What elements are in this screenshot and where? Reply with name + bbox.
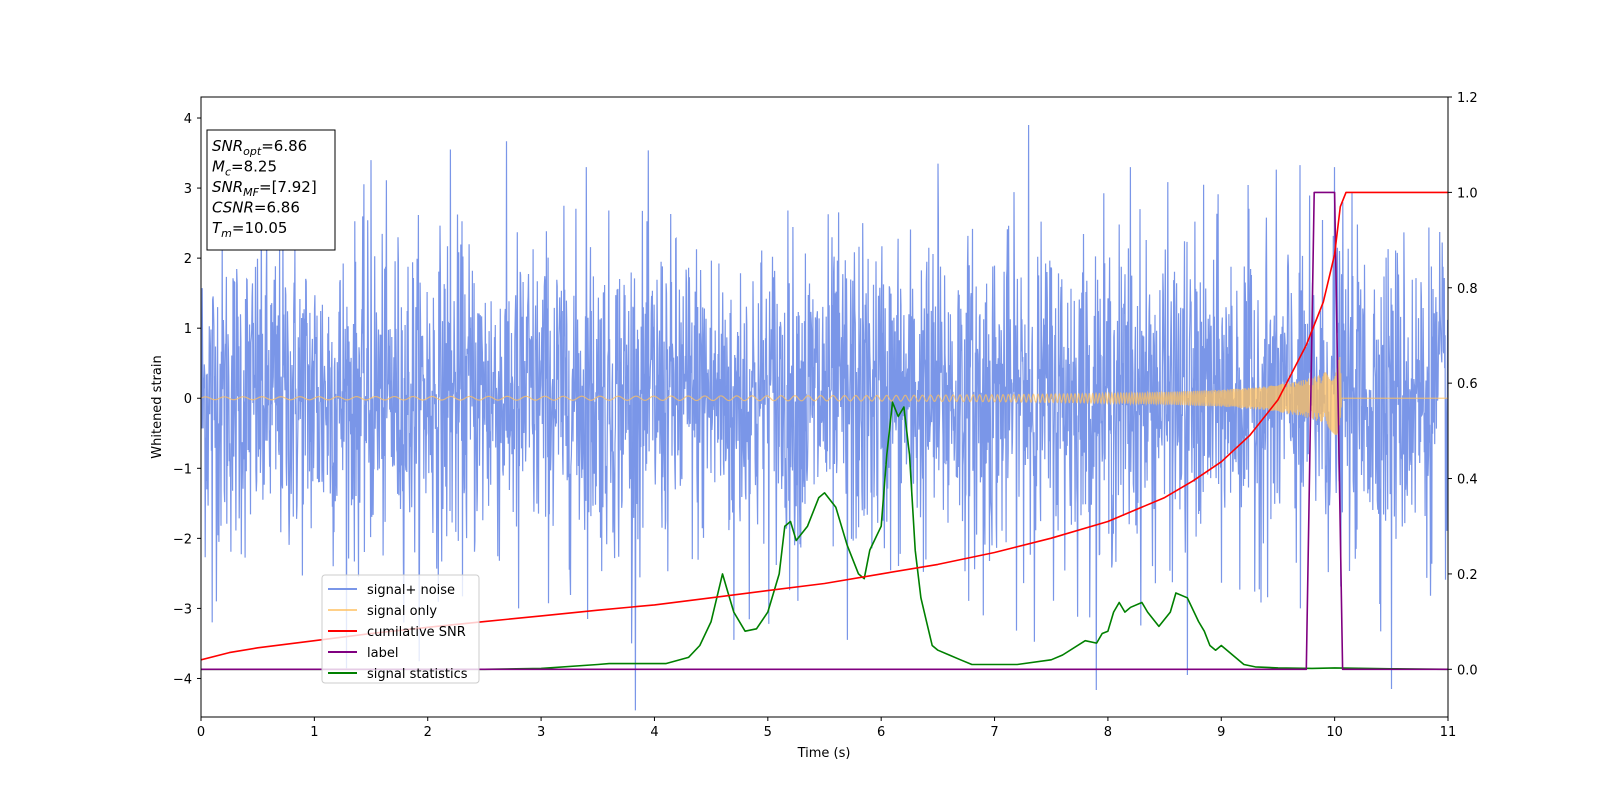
info-box-line: CSNR=6.86 xyxy=(212,199,300,217)
x-tick-label: 6 xyxy=(877,725,885,740)
x-tick-label: 11 xyxy=(1440,725,1457,740)
x-axis: 0 1 2 3 4 5 6 7 8 9 10 11 xyxy=(197,717,1456,740)
y-left-tick-label: −1 xyxy=(173,462,192,477)
y-right-tick-label: 1.0 xyxy=(1457,186,1478,201)
label-line xyxy=(201,191,1448,671)
y-axis-label: Whitened strain xyxy=(150,355,165,458)
y-axis-left: 4 3 2 1 0 −1 −2 −3 −4 xyxy=(173,112,201,687)
y-left-tick-label: 2 xyxy=(184,252,192,267)
y-right-tick-label: 0.0 xyxy=(1457,663,1478,678)
x-tick-label: 1 xyxy=(310,725,318,740)
x-tick-label: 8 xyxy=(1104,725,1112,740)
series-signal-only xyxy=(201,356,1448,435)
info-box-line: SNRMF=[7.92] xyxy=(212,178,317,199)
x-tick-label: 10 xyxy=(1326,725,1343,740)
x-tick-label: 0 xyxy=(197,725,205,740)
y-left-tick-label: 0 xyxy=(184,392,192,407)
y-left-tick-label: 3 xyxy=(184,182,192,197)
legend-label: label xyxy=(367,646,398,661)
legend-label: signal statistics xyxy=(367,667,468,682)
signal-statistics-line xyxy=(201,401,1448,671)
legend-label: signal+ noise xyxy=(367,583,455,598)
y-right-tick-label: 0.4 xyxy=(1457,473,1478,488)
info-box-frame xyxy=(206,129,336,251)
info-box-line: Tm=10.05 xyxy=(212,219,287,240)
y-right-tick-label: 0.6 xyxy=(1457,377,1478,392)
legend-label: cumilative SNR xyxy=(367,625,466,640)
y-right-tick-label: 1.2 xyxy=(1457,91,1478,106)
axes-frame xyxy=(200,96,1449,718)
info-box-line: SNRopt=6.86 xyxy=(212,137,307,158)
x-tick-label: 7 xyxy=(990,725,998,740)
series-signal-statistics xyxy=(201,401,1448,671)
info-box-line: Mc=8.25 xyxy=(212,158,277,179)
x-tick-label: 5 xyxy=(764,725,772,740)
y-axis-right: 1.2 1.0 0.8 0.6 0.4 0.2 0.0 xyxy=(1448,91,1478,678)
signal-only-line xyxy=(201,356,1448,435)
legend-label: signal only xyxy=(367,604,437,619)
x-axis-label: Time (s) xyxy=(797,746,851,761)
legend: signal+ noise signal only cumilative SNR la… xyxy=(321,574,480,684)
x-tick-label: 4 xyxy=(650,725,658,740)
legend-frame xyxy=(321,574,480,684)
y-left-tick-label: −4 xyxy=(173,672,192,687)
plot-area xyxy=(201,124,1448,711)
x-tick-label: 9 xyxy=(1217,725,1225,740)
series-label xyxy=(201,191,1448,671)
x-tick-label: 2 xyxy=(424,725,432,740)
y-left-tick-label: 1 xyxy=(184,322,192,337)
y-left-tick-label: −2 xyxy=(173,532,192,547)
y-right-tick-label: 0.8 xyxy=(1457,282,1478,297)
y-right-tick-label: 0.2 xyxy=(1457,568,1478,583)
x-tick-label: 3 xyxy=(537,725,545,740)
y-left-tick-label: −3 xyxy=(173,602,192,617)
y-left-tick-label: 4 xyxy=(184,112,192,127)
